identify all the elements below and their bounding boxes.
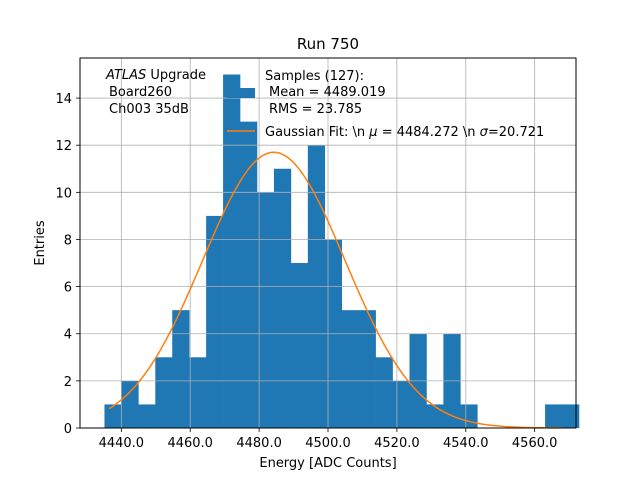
histogram-bar xyxy=(138,404,156,428)
histogram-bar xyxy=(375,357,393,428)
legend-fit-suffix: =20.721 xyxy=(488,125,544,140)
legend-fit-label: Gaussian Fit: \n μ = 4484.272 \n σ=20.72… xyxy=(265,125,544,140)
legend-samples-swatch xyxy=(227,88,255,98)
histogram-bar xyxy=(256,192,275,428)
gaussian-fit-curve xyxy=(108,151,563,429)
legend-fit-sigma-symbol: σ xyxy=(480,125,489,140)
y-tick-label: 2 xyxy=(64,375,72,390)
annotation-block: ATLAS Upgrade Board260 Ch003 35dB xyxy=(105,68,206,117)
y-axis-ticks: 0 2 4 6 8 10 12 14 xyxy=(55,92,80,437)
histogram-bar xyxy=(189,357,207,428)
histogram-bar xyxy=(341,310,359,428)
histogram-bar xyxy=(545,404,563,428)
histogram-bar xyxy=(392,380,410,428)
legend: Samples (127): Mean = 4489.019 RMS = 23.… xyxy=(227,69,544,140)
y-axis-label: Entries xyxy=(33,220,48,266)
legend-fit-mu-symbol: μ xyxy=(368,125,377,140)
x-tick-label: 4480.0 xyxy=(236,436,282,451)
legend-fit-prefix: Gaussian Fit: \n xyxy=(265,125,369,140)
x-tick-label: 4440.0 xyxy=(99,436,145,451)
legend-samples-rms: RMS = 23.785 xyxy=(269,102,362,117)
histogram-bar xyxy=(240,121,258,428)
y-tick-label: 10 xyxy=(55,186,72,201)
legend-fit-mid: = 4484.272 \n xyxy=(378,125,480,140)
annotation-experiment-italic: ATLAS xyxy=(105,68,146,83)
legend-samples-header: Samples (127): xyxy=(265,69,364,84)
histogram-bar xyxy=(562,404,580,428)
chart-title: Run 750 xyxy=(297,35,359,53)
histogram-bar xyxy=(172,310,190,428)
x-tick-label: 4520.0 xyxy=(374,436,420,451)
histogram-bar xyxy=(155,357,173,428)
y-tick-label: 6 xyxy=(64,281,72,296)
x-tick-label: 4460.0 xyxy=(167,436,213,451)
annotation-experiment: ATLAS Upgrade xyxy=(105,68,206,83)
annotation-board: Board260 xyxy=(109,85,172,100)
y-tick-label: 0 xyxy=(64,422,72,437)
x-tick-label: 4560.0 xyxy=(512,436,558,451)
histogram-bar xyxy=(206,215,224,428)
y-tick-label: 12 xyxy=(55,139,72,154)
histogram-bar xyxy=(460,404,478,428)
y-tick-label: 4 xyxy=(64,328,72,343)
histogram-bar xyxy=(223,74,241,428)
histogram-bar xyxy=(358,310,376,428)
annotation-experiment-suffix: Upgrade xyxy=(146,68,206,83)
histogram-bar xyxy=(426,404,444,428)
y-tick-label: 8 xyxy=(64,233,72,248)
x-tick-label: 4540.0 xyxy=(443,436,489,451)
histogram-bar xyxy=(104,404,122,428)
x-axis-label: Energy [ADC Counts] xyxy=(259,456,396,471)
y-tick-label: 14 xyxy=(55,92,72,107)
grid-lines xyxy=(80,58,576,429)
x-axis-ticks: 4440.0 4460.0 4480.0 4500.0 4520.0 4540.0 4560… xyxy=(99,428,558,451)
x-tick-label: 4500.0 xyxy=(305,436,351,451)
annotation-channel: Ch003 35dB xyxy=(109,102,189,117)
histogram-bar xyxy=(273,168,292,428)
histogram-bar xyxy=(290,263,309,428)
legend-samples-mean: Mean = 4489.019 xyxy=(269,85,386,100)
histogram-bar xyxy=(121,380,139,428)
